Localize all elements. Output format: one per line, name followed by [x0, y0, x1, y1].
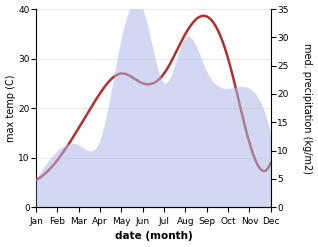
Y-axis label: max temp (C): max temp (C)	[5, 74, 16, 142]
X-axis label: date (month): date (month)	[114, 231, 192, 242]
Y-axis label: med. precipitation (kg/m2): med. precipitation (kg/m2)	[302, 43, 313, 174]
